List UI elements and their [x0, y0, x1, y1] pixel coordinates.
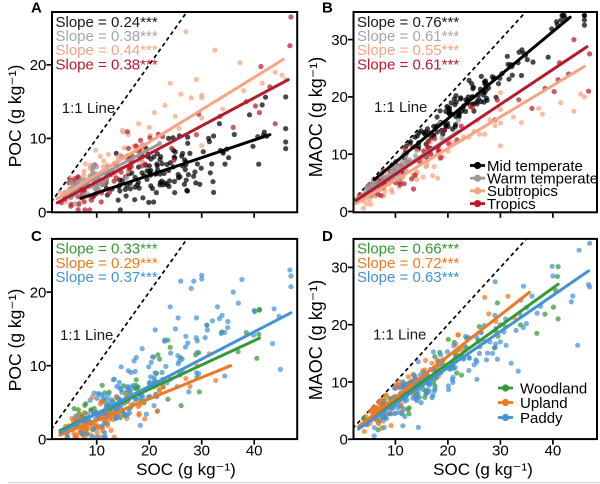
- svg-text:30: 30: [331, 32, 348, 49]
- svg-text:Slope = 0.61***: Slope = 0.61***: [357, 56, 459, 73]
- svg-text:10: 10: [331, 147, 348, 164]
- svg-text:C: C: [31, 228, 42, 245]
- svg-text:20: 20: [331, 317, 348, 334]
- svg-text:0: 0: [340, 432, 348, 449]
- svg-text:1:1 Line: 1:1 Line: [60, 327, 113, 344]
- svg-text:Slope = 0.44***: Slope = 0.44***: [56, 42, 158, 59]
- svg-text:0: 0: [38, 432, 46, 449]
- svg-text:20: 20: [331, 89, 348, 106]
- svg-text:10: 10: [387, 443, 404, 460]
- svg-text:Slope = 0.63***: Slope = 0.63***: [357, 269, 459, 286]
- svg-text:MAOC (g kg⁻¹): MAOC (g kg⁻¹): [306, 57, 326, 178]
- svg-text:20: 20: [440, 443, 457, 460]
- svg-text:Woodland: Woodland: [520, 380, 587, 397]
- svg-text:10: 10: [331, 374, 348, 391]
- svg-text:0: 0: [340, 204, 348, 221]
- svg-text:Warm temperate: Warm temperate: [487, 171, 598, 188]
- svg-text:1:1 Line: 1:1 Line: [373, 327, 426, 344]
- svg-text:Slope = 0.66***: Slope = 0.66***: [357, 241, 459, 258]
- svg-text:Slope = 0.37***: Slope = 0.37***: [56, 269, 158, 286]
- svg-text:Slope = 0.55***: Slope = 0.55***: [357, 42, 459, 59]
- svg-text:1:1 Line: 1:1 Line: [62, 100, 115, 117]
- svg-text:0: 0: [38, 204, 46, 221]
- svg-text:Slope = 0.76***: Slope = 0.76***: [357, 14, 459, 31]
- svg-text:Upland: Upland: [520, 395, 568, 412]
- svg-text:Slope = 0.38***: Slope = 0.38***: [56, 28, 158, 45]
- svg-text:Slope = 0.29***: Slope = 0.29***: [56, 255, 158, 272]
- svg-text:40: 40: [545, 443, 562, 460]
- svg-text:20: 20: [141, 443, 158, 460]
- svg-text:Mid temperate: Mid temperate: [487, 158, 583, 175]
- svg-text:Slope = 0.72***: Slope = 0.72***: [357, 255, 459, 272]
- svg-text:Subtropics: Subtropics: [487, 183, 558, 200]
- svg-text:SOC (g kg⁻¹): SOC (g kg⁻¹): [136, 460, 236, 479]
- svg-text:MAOC (g kg⁻¹): MAOC (g kg⁻¹): [306, 280, 326, 401]
- svg-text:D: D: [322, 228, 333, 245]
- svg-text:Paddy: Paddy: [520, 410, 563, 427]
- svg-text:POC (g kg⁻¹): POC (g kg⁻¹): [5, 289, 25, 392]
- svg-text:30: 30: [492, 443, 509, 460]
- svg-text:Slope = 0.24***: Slope = 0.24***: [56, 14, 158, 31]
- svg-text:Tropics: Tropics: [487, 196, 536, 213]
- svg-text:POC (g kg⁻¹): POC (g kg⁻¹): [5, 65, 25, 168]
- svg-text:10: 10: [88, 443, 105, 460]
- svg-text:SOC (g kg⁻¹): SOC (g kg⁻¹): [433, 460, 533, 479]
- svg-text:A: A: [31, 0, 42, 17]
- svg-text:Slope = 0.33***: Slope = 0.33***: [56, 241, 158, 258]
- svg-text:20: 20: [30, 57, 47, 74]
- svg-text:40: 40: [246, 443, 263, 460]
- svg-text:10: 10: [30, 358, 47, 375]
- svg-text:30: 30: [193, 443, 210, 460]
- svg-text:1:1 Line: 1:1 Line: [374, 99, 427, 116]
- svg-text:Slope = 0.61***: Slope = 0.61***: [357, 28, 459, 45]
- svg-text:30: 30: [331, 260, 348, 277]
- svg-text:10: 10: [30, 131, 47, 148]
- svg-text:B: B: [322, 0, 333, 17]
- svg-text:Slope = 0.38***: Slope = 0.38***: [56, 56, 158, 73]
- svg-text:20: 20: [30, 284, 47, 301]
